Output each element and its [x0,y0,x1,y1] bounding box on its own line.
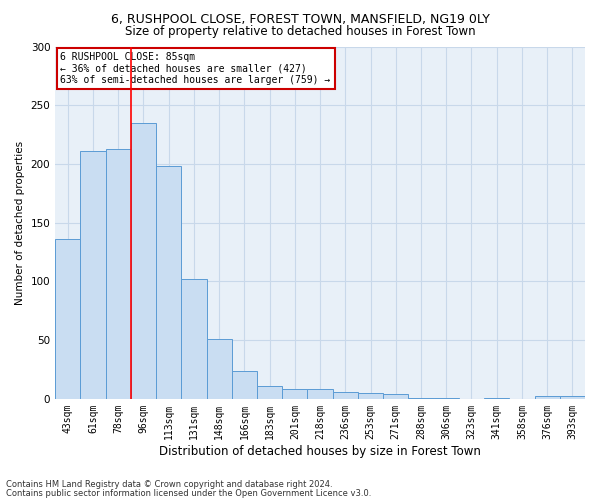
Bar [106,148,131,399]
Bar [560,396,585,399]
Bar [409,398,434,399]
Text: Contains HM Land Registry data © Crown copyright and database right 2024.: Contains HM Land Registry data © Crown c… [6,480,332,489]
X-axis label: Distribution of detached houses by size in Forest Town: Distribution of detached houses by size … [159,444,481,458]
Text: Contains public sector information licensed under the Open Government Licence v3: Contains public sector information licen… [6,489,371,498]
Bar [131,123,156,399]
Y-axis label: Number of detached properties: Number of detached properties [15,140,25,304]
Bar [181,279,206,399]
Bar [332,392,358,399]
Bar [156,166,181,399]
Bar [80,151,106,399]
Text: 6, RUSHPOOL CLOSE, FOREST TOWN, MANSFIELD, NG19 0LY: 6, RUSHPOOL CLOSE, FOREST TOWN, MANSFIEL… [110,12,490,26]
Bar [484,398,509,399]
Bar [307,390,332,399]
Bar [55,239,80,399]
Bar [358,393,383,399]
Bar [535,396,560,399]
Bar [257,386,282,399]
Bar [434,398,459,399]
Bar [282,390,307,399]
Bar [383,394,409,399]
Bar [232,370,257,399]
Text: Size of property relative to detached houses in Forest Town: Size of property relative to detached ho… [125,25,475,38]
Text: 6 RUSHPOOL CLOSE: 85sqm
← 36% of detached houses are smaller (427)
63% of semi-d: 6 RUSHPOOL CLOSE: 85sqm ← 36% of detache… [61,52,331,85]
Bar [206,339,232,399]
